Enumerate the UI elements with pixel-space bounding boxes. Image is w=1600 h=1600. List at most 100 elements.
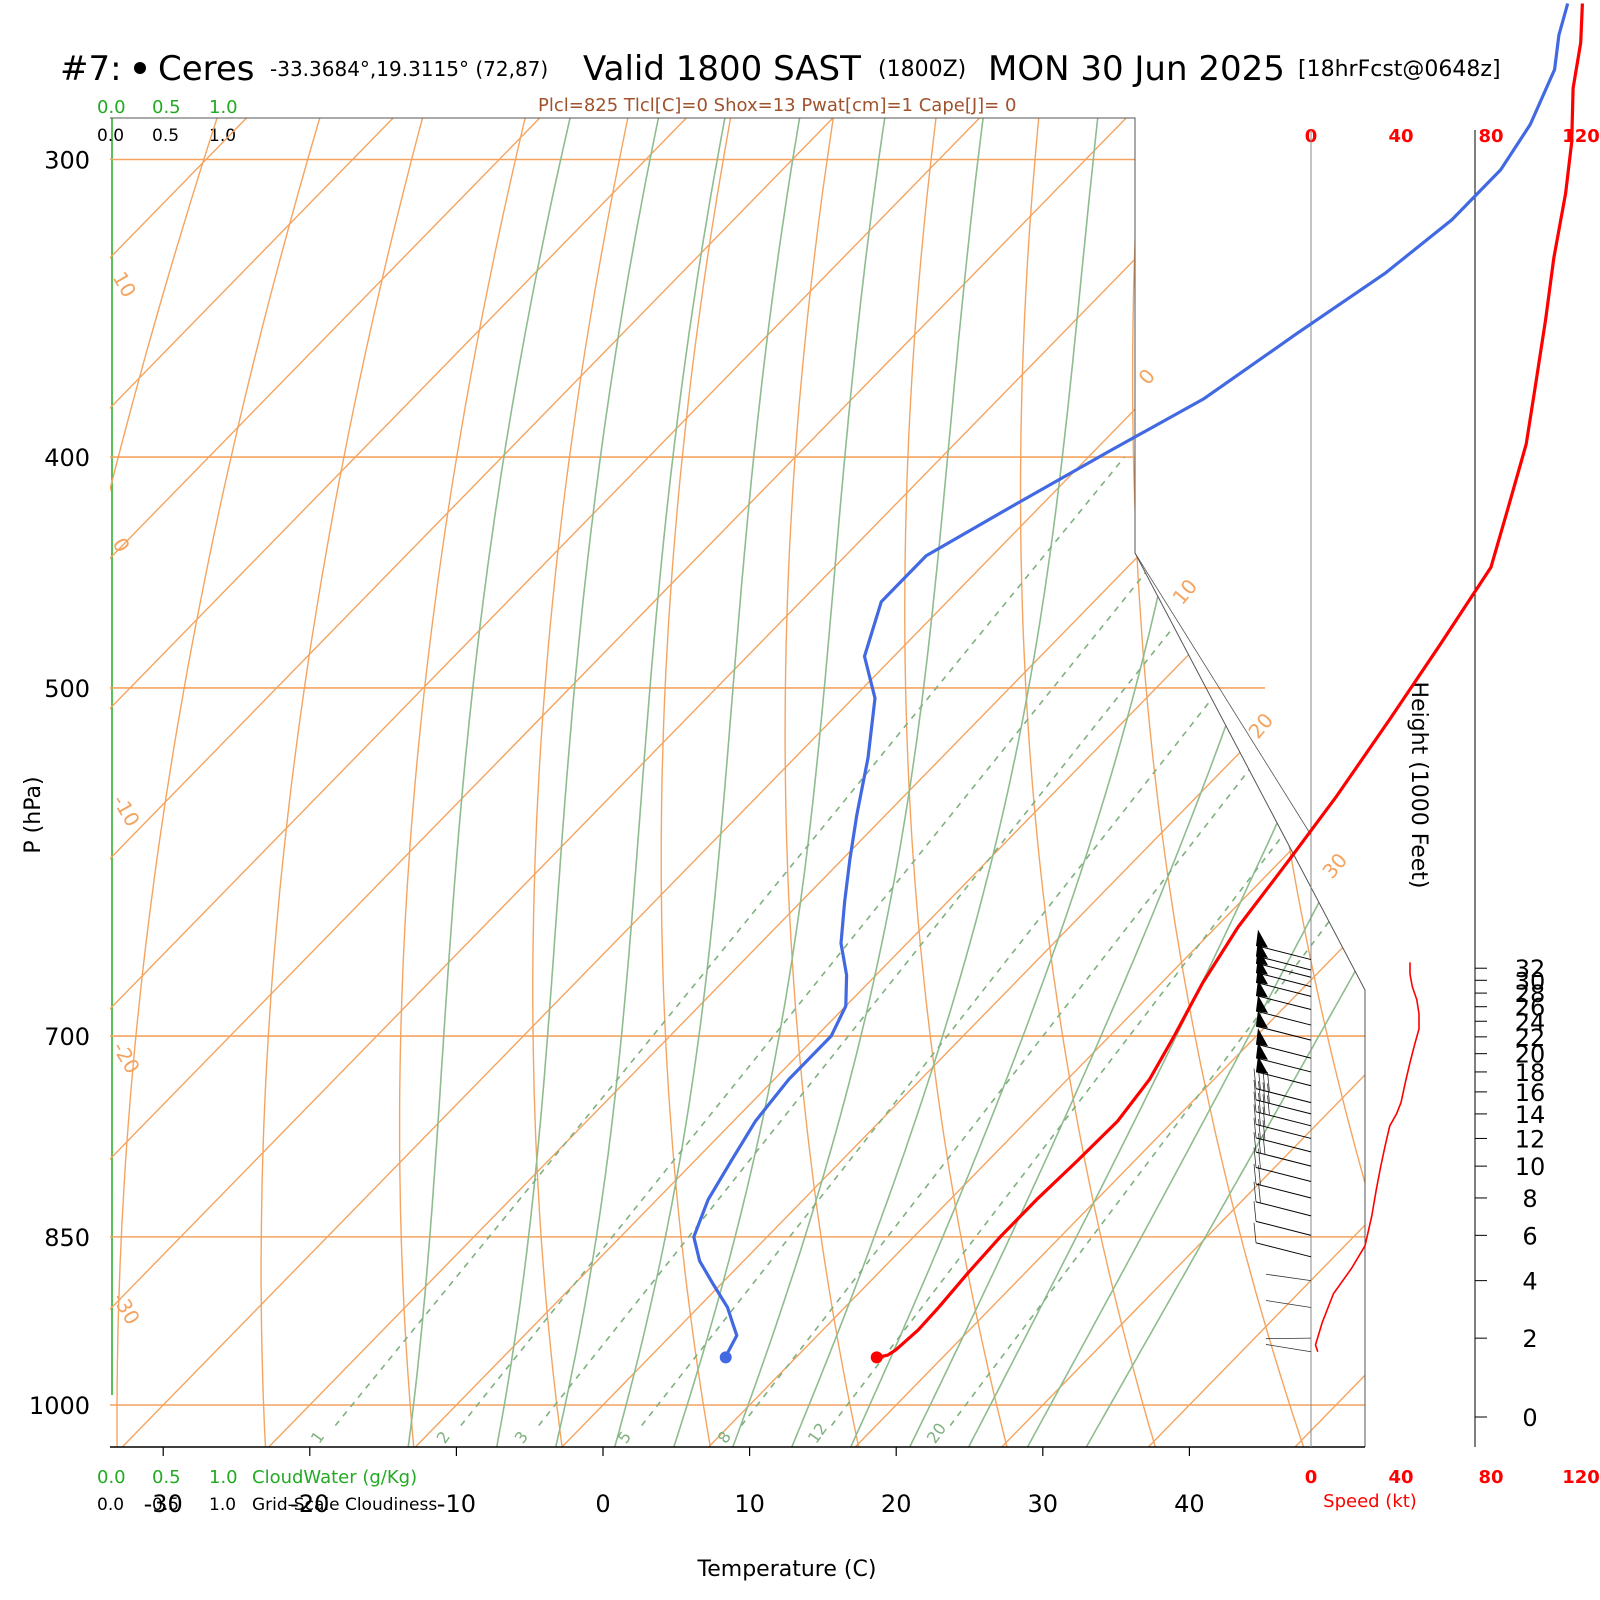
y-axis-label: P (hPa) — [21, 776, 46, 853]
height-tick-label: 0 — [1522, 1404, 1537, 1432]
isotherm-line — [0, 0, 683, 1405]
speed-axis-label: Speed (kt) — [1323, 1491, 1417, 1512]
isotherm-line — [1189, 0, 1600, 1405]
stability-indices: Plcl=825 Tlcl[C]=0 Shox=13 Pwat[cm]=1 Ca… — [538, 95, 1016, 116]
forecast-info: [18hrFcst@0648z] — [1298, 57, 1501, 82]
isotherm-line — [0, 1405, 17, 1504]
isotherm-labels: 100-10-20-300102030 — [108, 268, 1353, 1329]
cloud-black-top-0: 0.0 — [97, 126, 124, 146]
height-tick-label: 12 — [1515, 1125, 1546, 1153]
temperature-tick-label: -20 — [290, 1490, 329, 1518]
temperature-surface-dot — [871, 1351, 883, 1363]
pressure-tick-label: 1000 — [29, 1392, 90, 1420]
pressure-tick-labels: 2503004005007008501000 — [29, 0, 90, 1420]
isotherm-label: -10 — [108, 791, 145, 831]
temperature-tick-label: 40 — [1174, 1490, 1205, 1518]
cloud-green-top-1: 0.5 — [152, 97, 181, 118]
station-dot-icon — [134, 62, 146, 74]
valid-date: MON 30 Jun 2025 — [988, 49, 1285, 89]
pressure-tick-label: 400 — [44, 444, 90, 472]
dry-adiabat-line — [1241, 0, 1474, 1504]
height-tick-label: 2 — [1522, 1325, 1537, 1353]
wind-barb — [1256, 1184, 1311, 1198]
speed-axis: 0 0 40 40 80 80 120 120 — [1305, 126, 1600, 1488]
isotherm-line — [163, 0, 1563, 1405]
isotherm-line — [17, 0, 1417, 1405]
isotherm-line — [653, 1405, 749, 1504]
isotherm-line — [1093, 1405, 1189, 1504]
wind-barb-feather — [1254, 1201, 1256, 1221]
isotherm-label: -30 — [108, 1289, 145, 1329]
mixing-ratio-label: 1 — [307, 1428, 328, 1447]
sounding-profiles — [694, 4, 1583, 1364]
isotherm-line — [947, 1405, 1043, 1504]
wind-barb — [1266, 1338, 1311, 1339]
cloud-green-bottom-1: 0.5 — [152, 1467, 181, 1488]
speed-tick-label-top: 40 — [1388, 126, 1413, 147]
dry-adiabat-line — [533, 0, 672, 1504]
mixing-ratio-label: 5 — [614, 1428, 635, 1447]
thermo-grid — [0, 0, 1600, 1504]
cloud-black-top-1: 0.5 — [152, 126, 179, 146]
wind-barb — [1256, 1026, 1311, 1040]
mixing-ratio-line — [461, 457, 1238, 1425]
dry-adiabat-line — [1549, 0, 1600, 1504]
speed-tick-label-top: 80 — [1478, 126, 1503, 147]
cloud-black-bottom-2: 1.0 — [209, 1495, 236, 1515]
speed-tick-label-bottom: 0 — [1305, 1467, 1318, 1488]
temperature-tick-label: 0 — [595, 1490, 610, 1518]
station-number: #7: — [60, 49, 122, 89]
isotherm-line — [1043, 0, 1600, 1405]
valid-time: Valid 1800 SAST — [583, 49, 861, 89]
wind-speed-line — [1316, 962, 1420, 1351]
dry-adiabat-line — [661, 0, 769, 1504]
dry-adiabat-line — [261, 0, 476, 1504]
isotherm-label: 20 — [1243, 708, 1278, 743]
mixing-ratio-line — [741, 457, 1491, 1425]
wind-barb-pennant — [1256, 930, 1268, 948]
isotherm-line — [750, 0, 1600, 1405]
dry-adiabat-line — [1347, 0, 1600, 1504]
isotherm-line — [0, 0, 1270, 1405]
wind-barb — [1256, 1221, 1311, 1235]
height-tick-label: 8 — [1522, 1185, 1537, 1213]
cloud-green-top-0: 0.0 — [97, 97, 126, 118]
mixing-ratio-line — [335, 457, 1124, 1425]
x-axis-label: Temperature (C) — [697, 1557, 877, 1582]
mixing-ratio-label: 2 — [433, 1428, 454, 1447]
wind-barb-feather — [1254, 1223, 1256, 1243]
height-axis: 02468101214161820222426283032 — [1475, 130, 1545, 1447]
cloudwater-label: CloudWater (g/Kg) — [252, 1467, 417, 1488]
dry-adiabat-line — [117, 0, 379, 1504]
height-tick-label: 10 — [1515, 1153, 1546, 1181]
pressure-tick-label: 500 — [44, 675, 90, 703]
temperature-tick-label: 20 — [881, 1490, 912, 1518]
speed-tick-label-bottom: 120 — [1562, 1467, 1600, 1488]
isotherm-line — [0, 0, 244, 1405]
dewpoint-surface-dot — [720, 1351, 732, 1363]
speed-tick-label-bottom: 40 — [1388, 1467, 1413, 1488]
mixing-ratio-line — [950, 457, 1600, 1425]
isotherm-line — [507, 1405, 603, 1504]
plot-frame — [110, 118, 1365, 1447]
temperature-tick-label: 30 — [1028, 1490, 1059, 1518]
mixing-ratio-label: 12 — [804, 1419, 831, 1447]
wind-barb-feather — [1254, 1182, 1256, 1202]
isotherm-line — [1386, 1405, 1482, 1504]
temperature-profile — [877, 4, 1583, 1358]
pressure-tick-label: 300 — [44, 146, 90, 174]
isotherm-label: 30 — [1317, 848, 1352, 883]
wind-barb — [1256, 1243, 1311, 1257]
dry-adiabat-line — [1021, 0, 1173, 1504]
wind-barb — [1266, 1301, 1311, 1308]
height-tick-label: 6 — [1522, 1222, 1537, 1250]
isotherm-line — [1240, 1405, 1336, 1504]
height-tick-label: 32 — [1515, 955, 1546, 983]
wind-barb-feather — [1259, 1183, 1261, 1203]
cloud-black-bottom-0: 0.0 — [97, 1495, 124, 1515]
cloud-green-top-2: 1.0 — [209, 97, 238, 118]
wind-barb — [1266, 1274, 1311, 1280]
wind-barb — [1256, 1152, 1311, 1166]
isotherm-line — [0, 0, 977, 1405]
